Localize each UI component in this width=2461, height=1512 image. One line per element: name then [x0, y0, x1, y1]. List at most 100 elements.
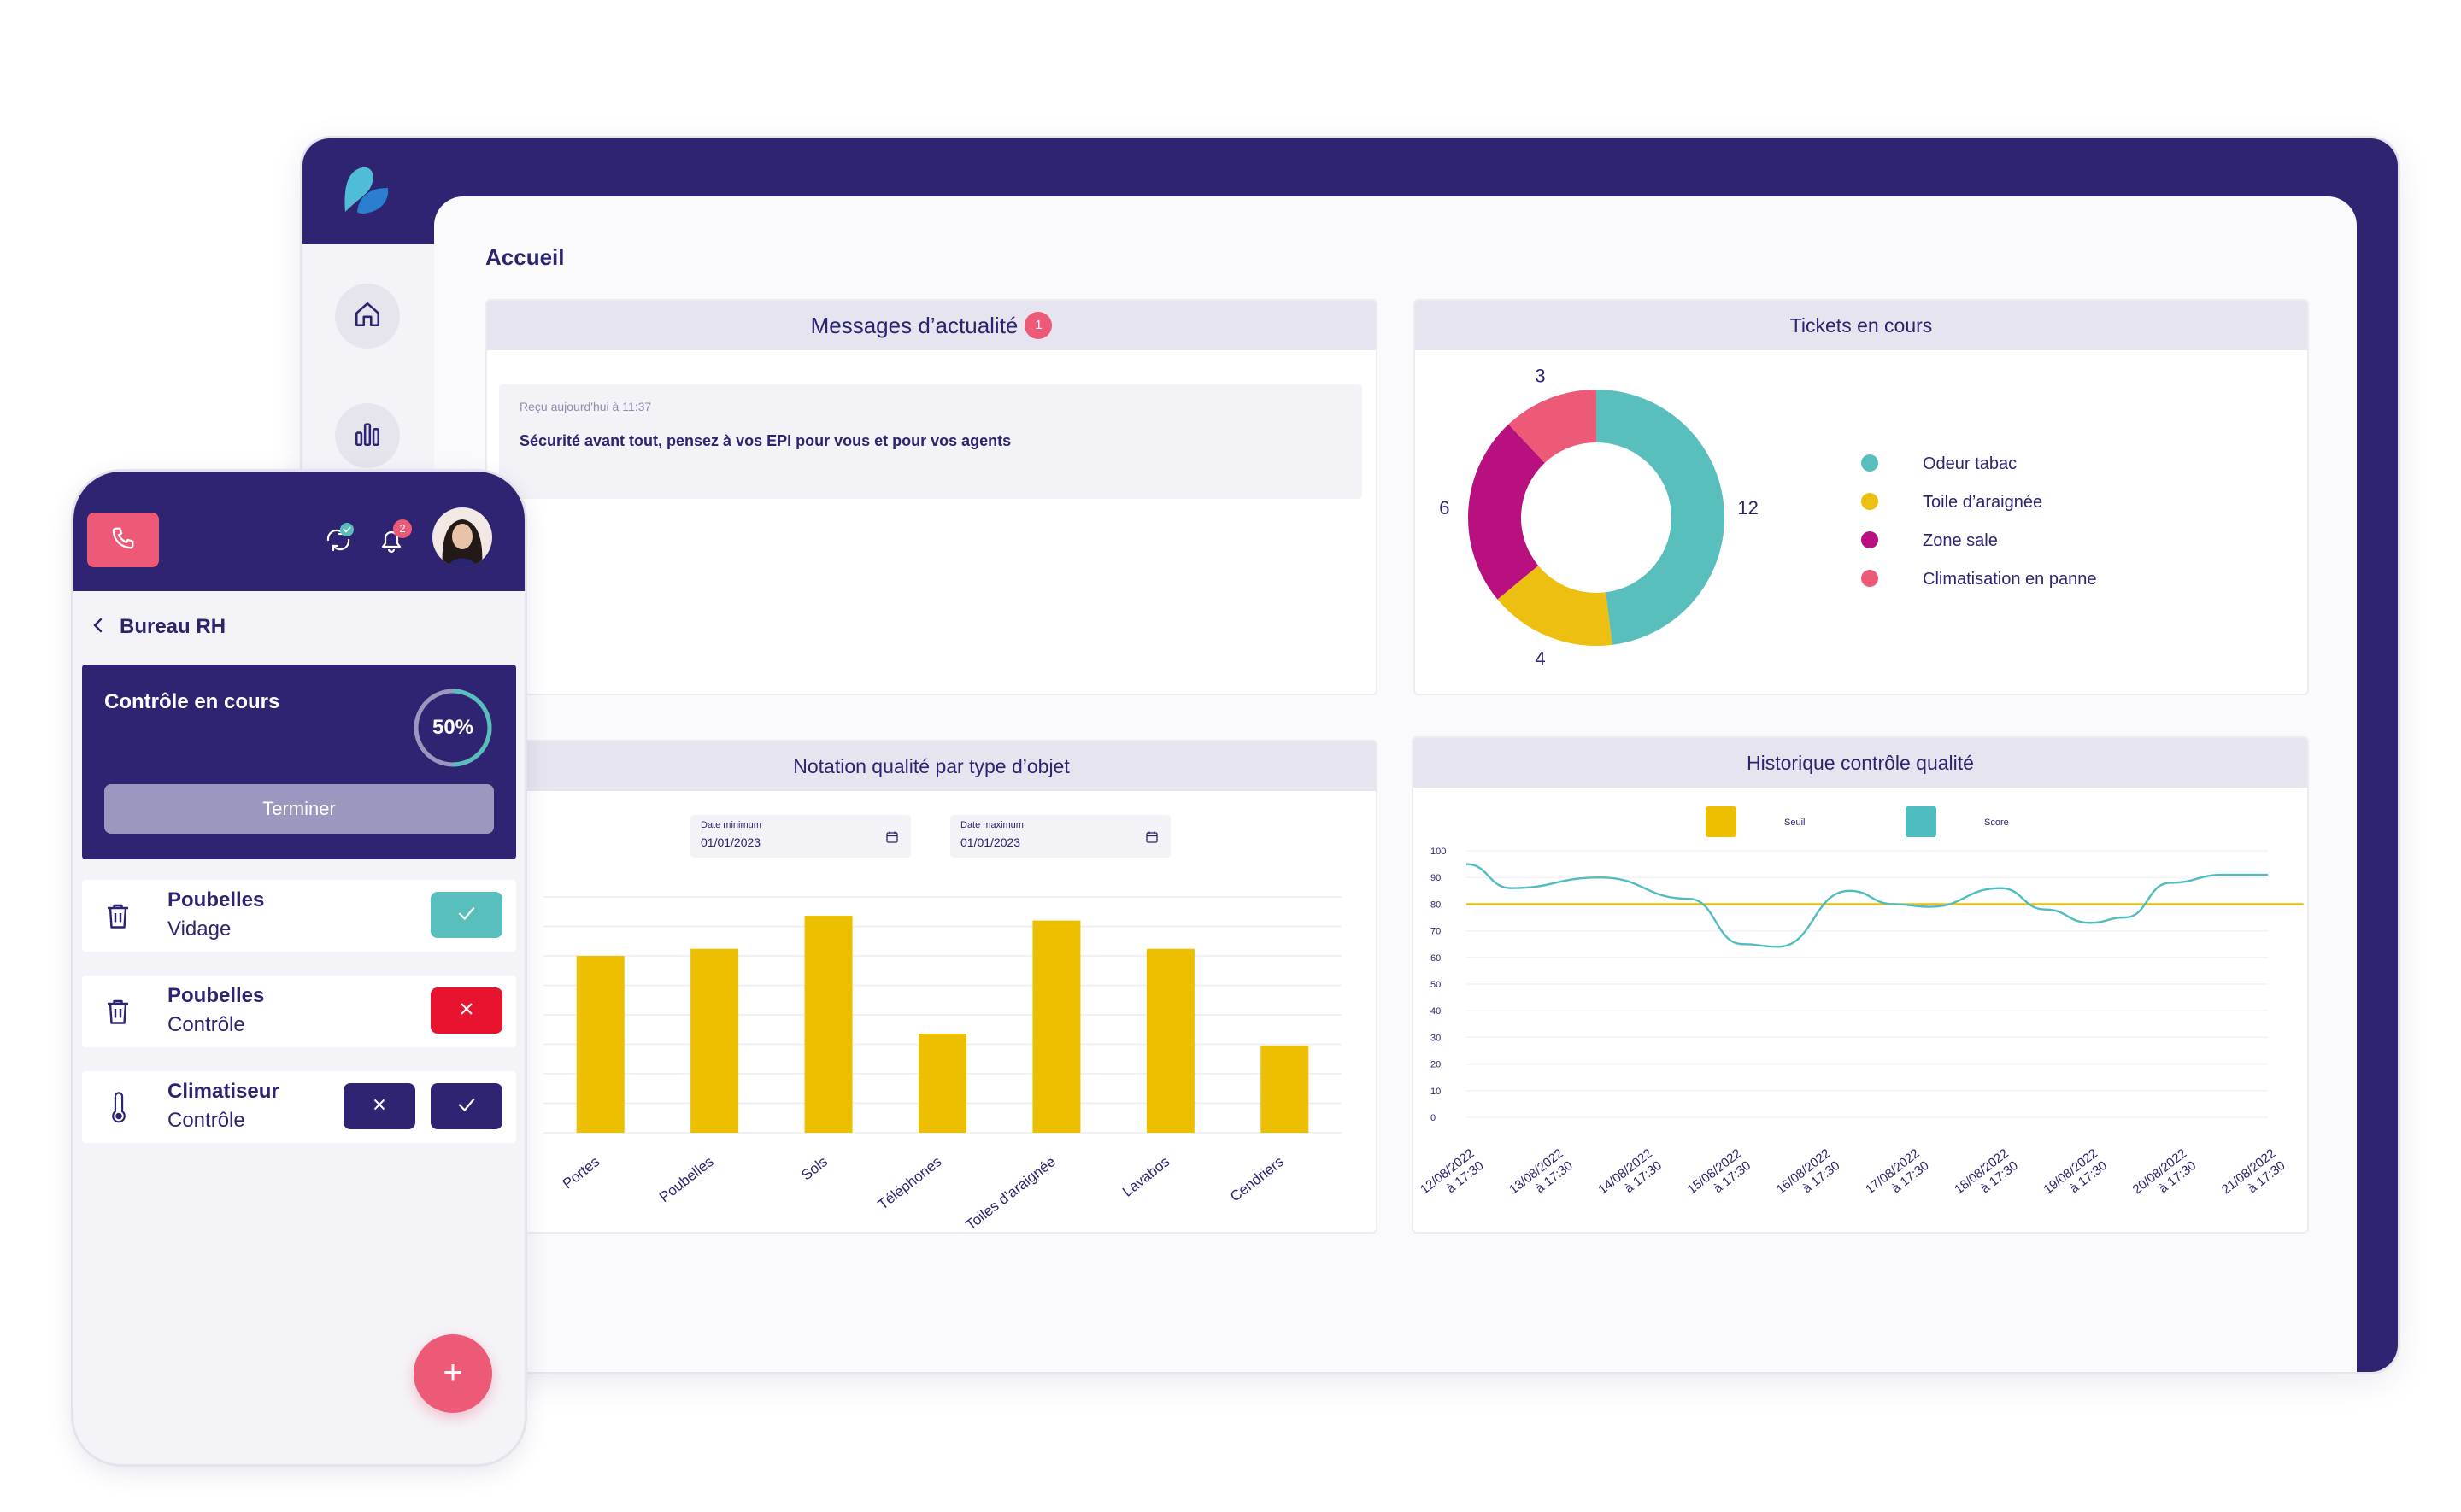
breadcrumb[interactable]: Bureau RH	[89, 615, 226, 639]
check-icon	[455, 902, 478, 929]
call-button[interactable]	[87, 513, 159, 567]
phone-icon	[110, 525, 136, 555]
news-title: Messages d’actualité	[810, 312, 1019, 338]
legend-swatch	[1706, 806, 1736, 837]
add-button[interactable]: +	[414, 1334, 492, 1413]
progress-label: 50%	[432, 716, 474, 739]
y-tick-label: 100	[1430, 847, 1446, 857]
task-subtitle: Vidage	[167, 917, 232, 941]
date-min-value: 01/01/2023	[701, 835, 761, 849]
task-title: Poubelles	[167, 888, 265, 911]
chevron-left-icon[interactable]	[89, 616, 108, 639]
y-tick-label: 30	[1430, 1033, 1441, 1043]
task-title: Poubelles	[167, 984, 265, 1007]
donut-value-label: 4	[1535, 648, 1545, 670]
donut-value-label: 6	[1439, 497, 1449, 519]
task-row[interactable]: Climatiseur Contrôle	[82, 1071, 516, 1143]
task-subtitle: Contrôle	[167, 1013, 245, 1036]
sync-icon[interactable]	[321, 523, 355, 561]
main-content: Accueil Messages d’actualité 1 Reçu aujo…	[434, 196, 2357, 1372]
x-tick-label: 21/08/2022à 17:30	[2219, 1146, 2288, 1210]
y-tick-label: 40	[1430, 1006, 1441, 1017]
validate-button[interactable]	[431, 892, 502, 938]
y-tick-label: 80	[1430, 900, 1441, 910]
x-tick-label: 17/08/2022à 17:30	[1863, 1146, 1932, 1210]
donut-slice	[1596, 390, 1725, 645]
task-title: Climatiseur	[167, 1080, 279, 1103]
donut-value-label: 12	[1737, 497, 1758, 519]
news-received-time: Reçu aujourd'hui à 11:37	[520, 400, 652, 413]
x-tick-label: Portes	[560, 1153, 602, 1192]
check-icon	[455, 1093, 478, 1120]
nav-stats-button[interactable]	[335, 403, 400, 468]
finish-button[interactable]: Terminer	[104, 784, 494, 834]
x-tick-label: Toiles d’araignée	[963, 1153, 1059, 1228]
quality-by-type-card: Notation qualité par type d’objet Date m…	[485, 740, 1377, 1234]
quality-bar-chart: Portes Poubelles Sols Téléphones Toiles d’ar…	[543, 896, 1342, 1228]
close-icon	[456, 999, 477, 1023]
donut-value-label: 3	[1535, 365, 1545, 386]
date-max-label: Date maximum	[960, 820, 1024, 830]
date-min-field[interactable]: Date minimum 01/01/2023	[690, 815, 911, 858]
mobile-app: 2 Bureau RH Contrôle en cours 50% Termin…	[73, 472, 525, 1464]
x-tick-label: 19/08/2022à 17:30	[2041, 1146, 2110, 1210]
control-in-progress-card: Contrôle en cours 50% Terminer	[82, 665, 516, 859]
y-tick-label: 50	[1430, 980, 1441, 990]
x-tick-label: 13/08/2022à 17:30	[1507, 1146, 1576, 1210]
donut-slice	[1508, 390, 1596, 463]
date-max-field[interactable]: Date maximum 01/01/2023	[950, 815, 1171, 858]
reject-button[interactable]	[431, 987, 502, 1034]
date-max-value: 01/01/2023	[960, 835, 1021, 849]
bar-chart-icon	[353, 419, 382, 453]
bell-icon[interactable]	[374, 523, 408, 561]
y-tick-label: 90	[1430, 873, 1441, 883]
bar	[690, 948, 739, 1133]
tickets-title: Tickets en cours	[1789, 314, 1933, 337]
mobile-header: 2	[73, 472, 525, 591]
news-message-box[interactable]: Reçu aujourd'hui à 11:37 Sécurité avant …	[499, 384, 1362, 499]
x-tick-label: 16/08/2022à 17:30	[1774, 1146, 1843, 1210]
legend-dot	[1861, 493, 1878, 510]
plus-icon: +	[443, 1354, 463, 1392]
validate-button[interactable]	[431, 1083, 502, 1129]
x-tick-label: 18/08/2022à 17:30	[1952, 1146, 2021, 1210]
legend-dot	[1861, 531, 1878, 548]
page-title: Accueil	[485, 244, 565, 270]
donut-slice	[1468, 424, 1545, 600]
control-title: Contrôle en cours	[104, 690, 280, 713]
news-card: Messages d’actualité 1 Reçu aujourd'hui …	[485, 299, 1377, 695]
calendar-icon[interactable]	[885, 830, 899, 848]
desktop-window: Accueil Messages d’actualité 1 Reçu aujo…	[302, 138, 2398, 1372]
progress-fill	[414, 689, 492, 767]
legend-label: Zone sale	[1923, 531, 1998, 550]
bar	[804, 916, 853, 1133]
tickets-card-header: Tickets en cours	[1415, 301, 2307, 350]
x-tick-label: Lavabos	[1119, 1153, 1172, 1200]
bar	[576, 956, 625, 1133]
y-tick-label: 20	[1430, 1060, 1441, 1070]
tickets-donut-chart: 12 4 6 3 Odeur tabac Toile d’araignée Zone sal…	[1439, 365, 2096, 670]
quality-history-header: Historique contrôle qualité	[1413, 738, 2307, 788]
avatar[interactable]	[432, 507, 492, 567]
x-tick-label: 14/08/2022à 17:30	[1595, 1146, 1665, 1210]
task-row[interactable]: Poubelles Contrôle	[82, 976, 516, 1047]
thermometer-icon	[106, 1092, 132, 1128]
calendar-icon[interactable]	[1145, 830, 1159, 848]
bar	[1032, 920, 1081, 1133]
legend-swatch	[1906, 806, 1936, 837]
y-tick-label: 70	[1430, 927, 1441, 937]
quality-history-card: Historique contrôle qualité 0 10 20 30 40 50 6…	[1412, 736, 2309, 1234]
location-title: Bureau RH	[120, 615, 226, 638]
nav-home-button[interactable]	[335, 284, 400, 349]
reject-button[interactable]	[344, 1083, 415, 1129]
legend-label: Toile d’araignée	[1923, 493, 2042, 512]
date-min-label: Date minimum	[701, 820, 761, 830]
y-tick-label: 60	[1430, 953, 1441, 964]
x-tick-label: 20/08/2022à 17:30	[2130, 1146, 2200, 1210]
task-row[interactable]: Poubelles Vidage	[82, 880, 516, 952]
news-message-text: Sécurité avant tout, pensez à vos EPI po…	[520, 432, 1012, 449]
legend-label: Odeur tabac	[1923, 454, 2017, 473]
close-icon	[370, 1095, 389, 1118]
quality-by-type-header: Notation qualité par type d’objet	[487, 741, 1376, 791]
legend-label: Climatisation en panne	[1923, 570, 2096, 589]
